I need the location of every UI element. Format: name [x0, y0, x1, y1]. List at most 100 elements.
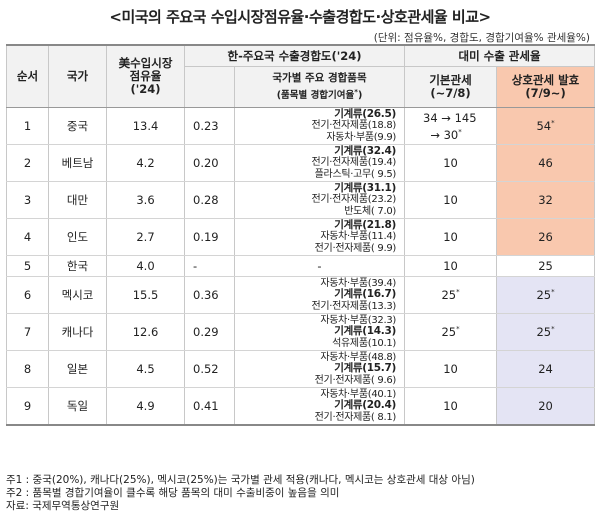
share-cell: 4.2 — [106, 144, 185, 182]
base-tariff-cell: 25* — [404, 276, 498, 314]
competition-cell: 0.52 — [184, 350, 235, 388]
items-cell: 자동차·부품(40.1) 기계류(20.4) 전기·전자제품( 8.1) — [233, 387, 406, 426]
base-tariff-cell: 10 — [404, 387, 498, 426]
header-competition-suffix: ) — [356, 48, 362, 63]
header-competition-value — [184, 66, 235, 108]
items-cell: 기계류(26.5) 전기·전자제품(18.8) 자동차·부품(9.9) — [233, 107, 406, 145]
header-base-line2: (~7/8) — [430, 86, 471, 100]
rank-cell: 9 — [6, 387, 49, 426]
reciprocal-tariff-cell: 54* — [496, 107, 596, 145]
header-items: 국가별 주요 경합품목 (품목별 경합기여율*) — [233, 66, 406, 108]
items-cell: 자동차·부품(48.8) 기계류(15.7) 전기·전자제품( 9.6) — [233, 350, 406, 388]
share-cell: 2.7 — [106, 218, 185, 256]
header-items-sup: * — [354, 87, 358, 96]
base-tariff-cell: 10 — [404, 218, 498, 256]
item-line: 전기·전자제품(13.3) — [311, 300, 397, 312]
share-cell: 3.6 — [106, 181, 185, 219]
table-row: 1 중국 13.4 0.23 기계류(26.5) 전기·전자제품(18.8) 자… — [6, 107, 596, 145]
country-cell: 대만 — [48, 181, 107, 219]
table-row: 2 베트남 4.2 0.20 기계류(32.4) 전기·전자제품(19.4) 플… — [6, 144, 596, 182]
reciprocal-tariff-cell: 24 — [496, 350, 596, 388]
base-tariff-cell: 25* — [404, 313, 498, 351]
reciprocal-tariff-cell: 32 — [496, 181, 596, 219]
item-line: 전기·전자제품( 9.9) — [314, 242, 397, 254]
table-row: 3 대만 3.6 0.28 기계류(31.1) 전기·전자제품(23.2) 반도… — [6, 181, 596, 219]
rank-cell: 3 — [6, 181, 49, 219]
share-cell: 4.5 — [106, 350, 185, 388]
comparison-table: 순서 국가 美수입시장 점유율 ('24) 한-주요국 수출경합도('24) 대… — [6, 44, 596, 426]
header-share-line2: 점유율 — [129, 69, 162, 83]
country-cell: 멕시코 — [48, 276, 107, 314]
rank-cell: 7 — [6, 313, 49, 351]
base-tariff-cell: 10 — [404, 350, 498, 388]
reciprocal-tariff-cell: 46 — [496, 144, 596, 182]
competition-cell: 0.29 — [184, 313, 235, 351]
item-line: 전기·전자제품(18.8) — [311, 120, 397, 132]
item-line: 전기·전자제품(19.4) — [311, 157, 397, 169]
page-title: <미국의 주요국 수입시장점유율·수출경합도·상호관세율 비교> — [109, 8, 491, 26]
header-share-line3: ('24) — [130, 82, 161, 96]
header-items-line2-end: ) — [357, 89, 363, 101]
item-line: 자동차·부품(32.3) — [320, 314, 397, 326]
base-tariff-cell: 10 — [404, 144, 498, 182]
base-tariff-line1: 34 → 145 — [423, 110, 477, 125]
base-tariff-cell: 10 — [404, 255, 498, 277]
item-line: 기계류(21.8) — [334, 218, 397, 231]
header-base-line1: 기본관세 — [429, 73, 472, 87]
share-cell: 13.4 — [106, 107, 185, 145]
country-cell: 인도 — [48, 218, 107, 256]
rank-cell: 1 — [6, 107, 49, 145]
item-line: 기계류(20.4) — [334, 399, 397, 412]
rank-cell: 8 — [6, 350, 49, 388]
header-recip-line2: (7/9~) — [525, 86, 566, 100]
item-line: 기계류(14.3) — [334, 325, 397, 338]
reciprocal-tariff-cell: 25* — [496, 276, 596, 314]
table-row: 8 일본 4.5 0.52 자동차·부품(48.8) 기계류(15.7) 전기·… — [6, 350, 596, 388]
footnote-2: 주2 : 품목별 경합기여율이 클수록 해당 품목의 대미 수출비중이 높음을 … — [6, 487, 340, 499]
item-line: 자동차·부품(48.8) — [320, 351, 397, 363]
item-line: 기계류(26.5) — [334, 107, 397, 120]
item-line: 석유제품(10.1) — [332, 337, 397, 349]
competition-cell: 0.23 — [184, 107, 235, 145]
rank-cell: 2 — [6, 144, 49, 182]
country-cell: 베트남 — [48, 144, 107, 182]
footnote-source: 자료: 국제무역통상연구원 — [6, 500, 120, 512]
base-tariff-cell: 10 — [404, 181, 498, 219]
table-row: 5 한국 4.0 - - 10 25 — [6, 255, 596, 277]
item-line: 기계류(16.7) — [334, 288, 397, 301]
competition-cell: 0.20 — [184, 144, 235, 182]
reciprocal-tariff-cell: 26 — [496, 218, 596, 256]
item-line: 자동차·부품(9.9) — [326, 131, 397, 143]
unit-note: (단위: 점유율%, 경합도, 경합기여율% 관세율%) — [373, 32, 590, 44]
item-line: 반도체( 7.0) — [344, 205, 397, 217]
share-cell: 4.9 — [106, 387, 185, 426]
country-cell: 캐나다 — [48, 313, 107, 351]
item-line: 자동차·부품(40.1) — [320, 388, 397, 400]
country-cell: 독일 — [48, 387, 107, 426]
item-line: 기계류(32.4) — [334, 144, 397, 157]
header-competition-label: 한-주요국 수출경합도('24 — [227, 48, 357, 63]
items-cell: 기계류(31.1) 전기·전자제품(23.2) 반도체( 7.0) — [233, 181, 406, 219]
header-competition-group: 한-주요국 수출경합도('24) — [183, 44, 406, 67]
items-cell: 기계류(32.4) 전기·전자제품(19.4) 플라스틱·고무( 9.5) — [233, 144, 406, 182]
competition-cell: - — [184, 255, 235, 277]
reciprocal-tariff-cell: 25 — [496, 255, 596, 277]
competition-cell: 0.36 — [184, 276, 235, 314]
base-tariff-line2: → 30 — [430, 127, 459, 142]
table-row: 9 독일 4.9 0.41 자동차·부품(40.1) 기계류(20.4) 전기·… — [6, 387, 596, 426]
footnote-1: 주1 : 중국(20%), 캐나다(25%), 멕시코(25%)는 국가별 관세… — [6, 474, 475, 486]
items-cell: 기계류(21.8) 자동차·부품(11.4) 전기·전자제품( 9.9) — [233, 218, 406, 256]
items-cell: 자동차·부품(32.3) 기계류(14.3) 석유제품(10.1) — [233, 313, 406, 351]
header-recip-line1: 상호관세 발효 — [511, 73, 580, 87]
footnotes: 주1 : 중국(20%), 캐나다(25%), 멕시코(25%)는 국가별 관세… — [6, 474, 475, 513]
competition-cell: 0.41 — [184, 387, 235, 426]
header-rank: 순서 — [6, 44, 49, 108]
items-cell: 자동차·부품(39.4) 기계류(16.7) 전기·전자제품(13.3) — [233, 276, 406, 314]
header-items-line1: 국가별 주요 경합품목 — [272, 72, 367, 85]
header-items-line2: (품목별 경합기여율 — [276, 89, 355, 101]
reciprocal-tariff-cell: 25* — [496, 313, 596, 351]
item-line: 자동차·부품(39.4) — [320, 277, 397, 289]
header-country: 국가 — [48, 44, 107, 108]
share-cell: 4.0 — [106, 255, 185, 277]
